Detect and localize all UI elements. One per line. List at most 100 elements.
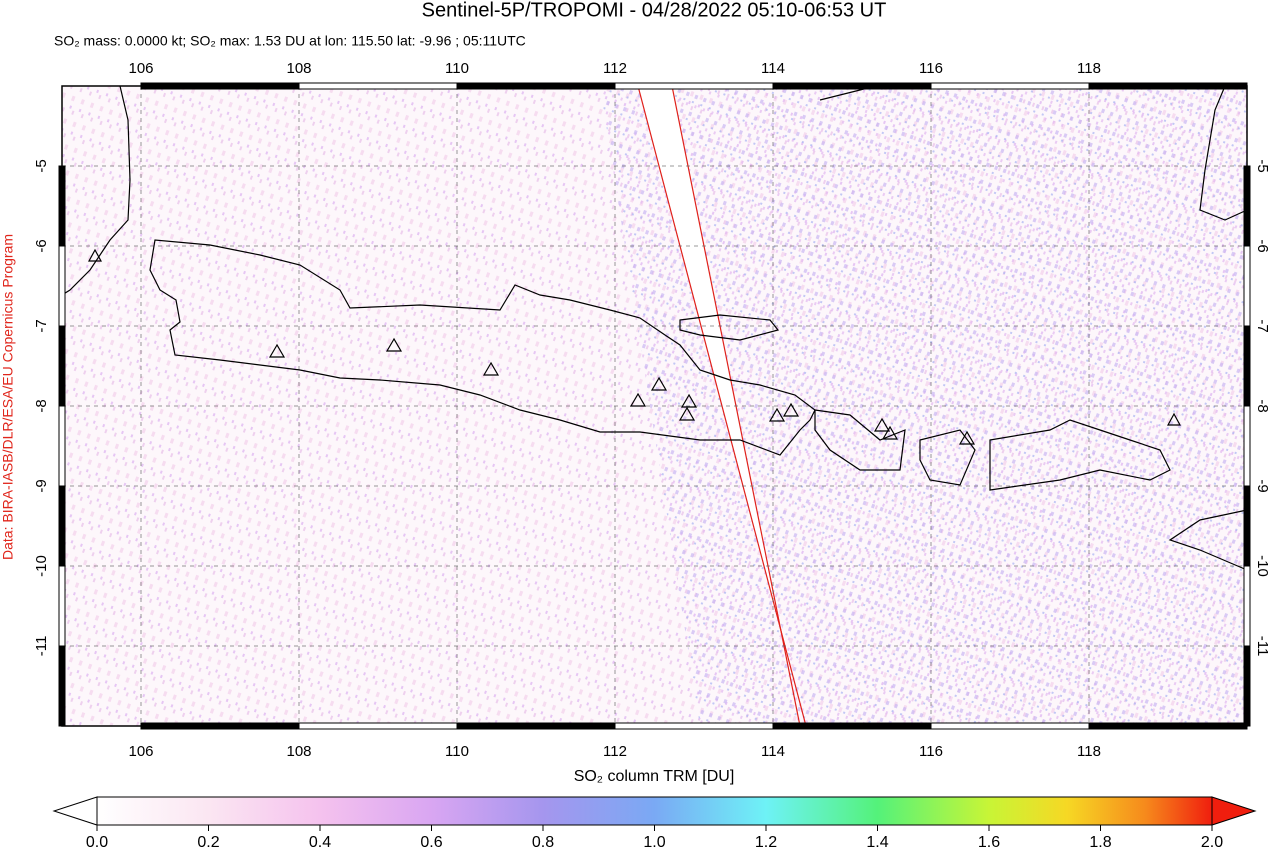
lat-tick-label: -11 (1254, 636, 1271, 657)
tick-mark (1243, 405, 1251, 487)
tick-mark (1243, 645, 1251, 727)
lat-tick-label: -9 (33, 479, 50, 492)
tick-mark (1243, 245, 1251, 327)
lat-tick-label: -7 (1254, 319, 1271, 332)
lat-tick-label: -10 (1254, 555, 1271, 577)
tick-mark (140, 82, 300, 90)
tick-mark (58, 565, 66, 647)
volcano (680, 393, 698, 408)
lon-tick-label: 106 (128, 60, 153, 77)
coastline-bali (814, 409, 906, 471)
coastline-sumba (1168, 509, 1247, 571)
tick-mark (614, 722, 774, 730)
tick-mark (456, 82, 616, 90)
tick-mark (1243, 485, 1251, 567)
tick-mark (58, 645, 66, 727)
lon-tick-label: 106 (128, 743, 153, 760)
volcano (482, 361, 500, 376)
lon-tick-label: 110 (445, 743, 469, 760)
lon-tick-label: 110 (445, 60, 469, 77)
lat-tick-label: -8 (33, 399, 50, 412)
lon-tick-label: 114 (761, 60, 785, 77)
colorbar-under-arrow (52, 796, 98, 826)
volcano (1166, 412, 1182, 426)
volcano (385, 337, 403, 352)
lon-tick-label: 112 (603, 60, 627, 77)
map-body (62, 86, 1247, 726)
tick-mark (140, 722, 300, 730)
tick-mark (930, 82, 1090, 90)
lon-tick-label: 108 (286, 60, 311, 77)
volcano (782, 402, 800, 417)
volcano (268, 343, 286, 358)
colorbar-tick-label: 1.0 (643, 834, 665, 851)
lat-tick-label: -6 (33, 239, 50, 252)
lat-tick-label: -5 (33, 159, 50, 172)
tick-mark (1243, 325, 1251, 407)
colorbar-tick-label: 1.8 (1089, 834, 1111, 851)
volcano (958, 430, 976, 445)
grid (62, 86, 1247, 726)
colorbar-tick-label: 2.0 (1201, 834, 1223, 851)
lon-tick-label: 108 (286, 743, 311, 760)
lon-tick-label: 114 (761, 743, 785, 760)
lon-tick-label: 118 (1077, 60, 1101, 77)
volcano (650, 376, 668, 391)
tick-mark (58, 325, 66, 407)
coastline-sumatra (62, 86, 131, 296)
colorbar-tick-label: 0.6 (420, 834, 442, 851)
credit: Data: BIRA-IASB/DLR/ESA/EU Copernicus Pr… (0, 234, 16, 560)
tick-mark (58, 485, 66, 567)
colorbar-tick-label: 0.8 (532, 834, 554, 851)
coastline-java (149, 239, 816, 456)
lon-tick-label: 116 (919, 60, 943, 77)
tick-mark (614, 82, 774, 90)
tick-mark (58, 405, 66, 487)
tick-mark (298, 722, 458, 730)
coastline-lombok (919, 429, 976, 486)
lat-tick-label: -7 (33, 319, 50, 332)
coastline-flores (1199, 86, 1247, 221)
subtitle: SO₂ mass: 0.0000 kt; SO₂ max: 1.53 DU at… (54, 33, 526, 49)
tick-mark (58, 245, 66, 327)
coastline-sumbawa (989, 419, 1171, 491)
colorbar-tick-label: 0.0 (86, 834, 108, 851)
tick-mark (298, 82, 458, 90)
colorbar (96, 796, 1213, 826)
volcano (87, 248, 103, 262)
tick-mark (772, 722, 932, 730)
colorbar-tick-label: 1.4 (866, 834, 888, 851)
lat-tick-label: -5 (1254, 159, 1271, 172)
title: Sentinel-5P/TROPOMI - 04/28/2022 05:10-0… (422, 0, 887, 21)
lat-tick-label: -6 (1254, 239, 1271, 252)
lat-tick-label: -9 (1254, 479, 1271, 492)
colorbar-tick-label: 0.2 (197, 834, 219, 851)
colorbar-ticks: 0.0 0.2 0.4 0.6 0.8 1.0 1.2 1.4 1.6 1.8 2.0 (86, 825, 1223, 851)
tick-mark (1243, 565, 1251, 647)
tick-mark (58, 165, 66, 247)
colorbar-tick-label: 0.4 (309, 834, 331, 851)
lat-tick-label: -11 (33, 636, 50, 657)
tick-mark (1243, 165, 1251, 247)
colorbar-tick-label: 1.6 (978, 834, 1000, 851)
volcano (678, 406, 696, 421)
coastline-madura (679, 314, 780, 341)
lon-tick-label: 118 (1077, 743, 1101, 760)
colorbar-over-arrow (1211, 796, 1257, 826)
volcano (873, 417, 891, 432)
colorbar-label: SO₂ column TRM [DU] (574, 768, 735, 785)
tick-mark (1088, 82, 1248, 90)
volcanoes (87, 248, 1182, 445)
lat-tick-label: -10 (33, 555, 50, 577)
tick-mark (456, 722, 616, 730)
tick-mark (930, 722, 1090, 730)
colorbar-tick-label: 1.2 (755, 834, 777, 851)
axes: 106 106 108 108 110 110 112 112 114 114 116 116 118 1… (33, 60, 1271, 760)
lat-tick-label: -8 (1254, 399, 1271, 412)
tick-mark (772, 82, 932, 90)
tick-mark (1088, 722, 1248, 730)
lon-tick-label: 116 (919, 743, 943, 760)
lon-tick-label: 112 (603, 743, 627, 760)
volcano (881, 425, 899, 440)
